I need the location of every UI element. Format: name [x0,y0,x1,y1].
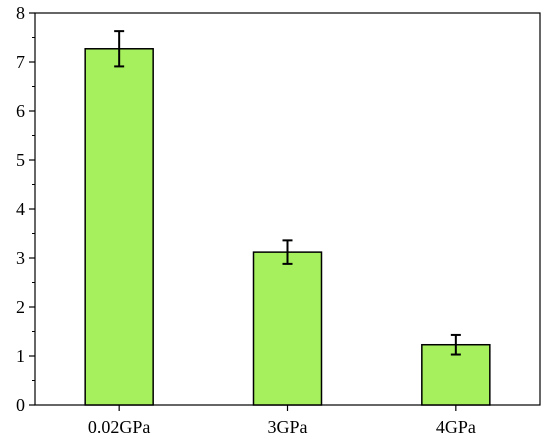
y-tick-label: 4 [16,199,25,219]
x-axis: 0.02GPa 3GPa 4GPa [88,405,476,437]
y-tick-label: 0 [16,395,25,415]
y-tick-label: 2 [16,297,25,317]
x-tick-label: 0.02GPa [88,417,151,437]
x-tick-label: 4GPa [436,417,476,437]
bar-0.02GPa [84,48,154,406]
y-tick-label: 3 [16,248,25,268]
y-tick-label: 6 [16,101,25,121]
y-tick-label: 7 [16,52,25,72]
y-tick-label: 5 [16,150,25,170]
bar-3GPa [252,251,323,406]
x-tick-label: 3GPa [268,417,308,437]
error-bars [114,30,461,356]
bars [84,48,491,406]
y-axis: 0 1 2 3 4 5 6 7 8 [16,3,35,415]
y-tick-label: 1 [16,346,25,366]
y-tick-label: 8 [16,3,25,23]
bar-4GPa [421,343,491,406]
